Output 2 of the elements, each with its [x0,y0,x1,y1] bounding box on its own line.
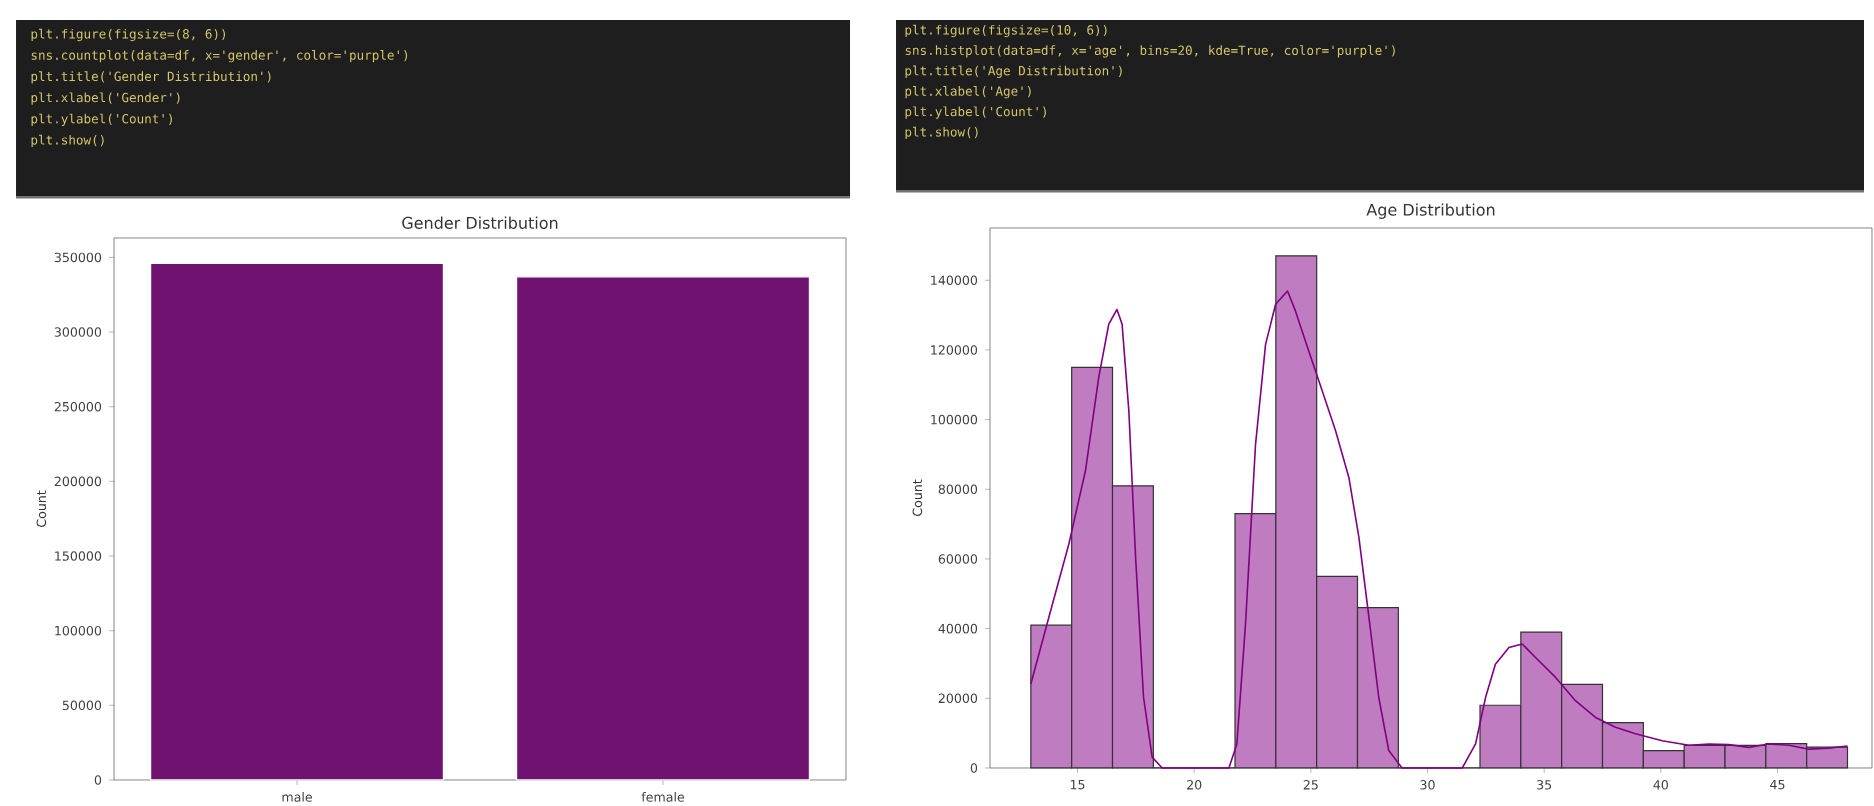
chart-title: Age Distribution [1366,203,1495,219]
chart-title: Gender Distribution [402,216,558,229]
